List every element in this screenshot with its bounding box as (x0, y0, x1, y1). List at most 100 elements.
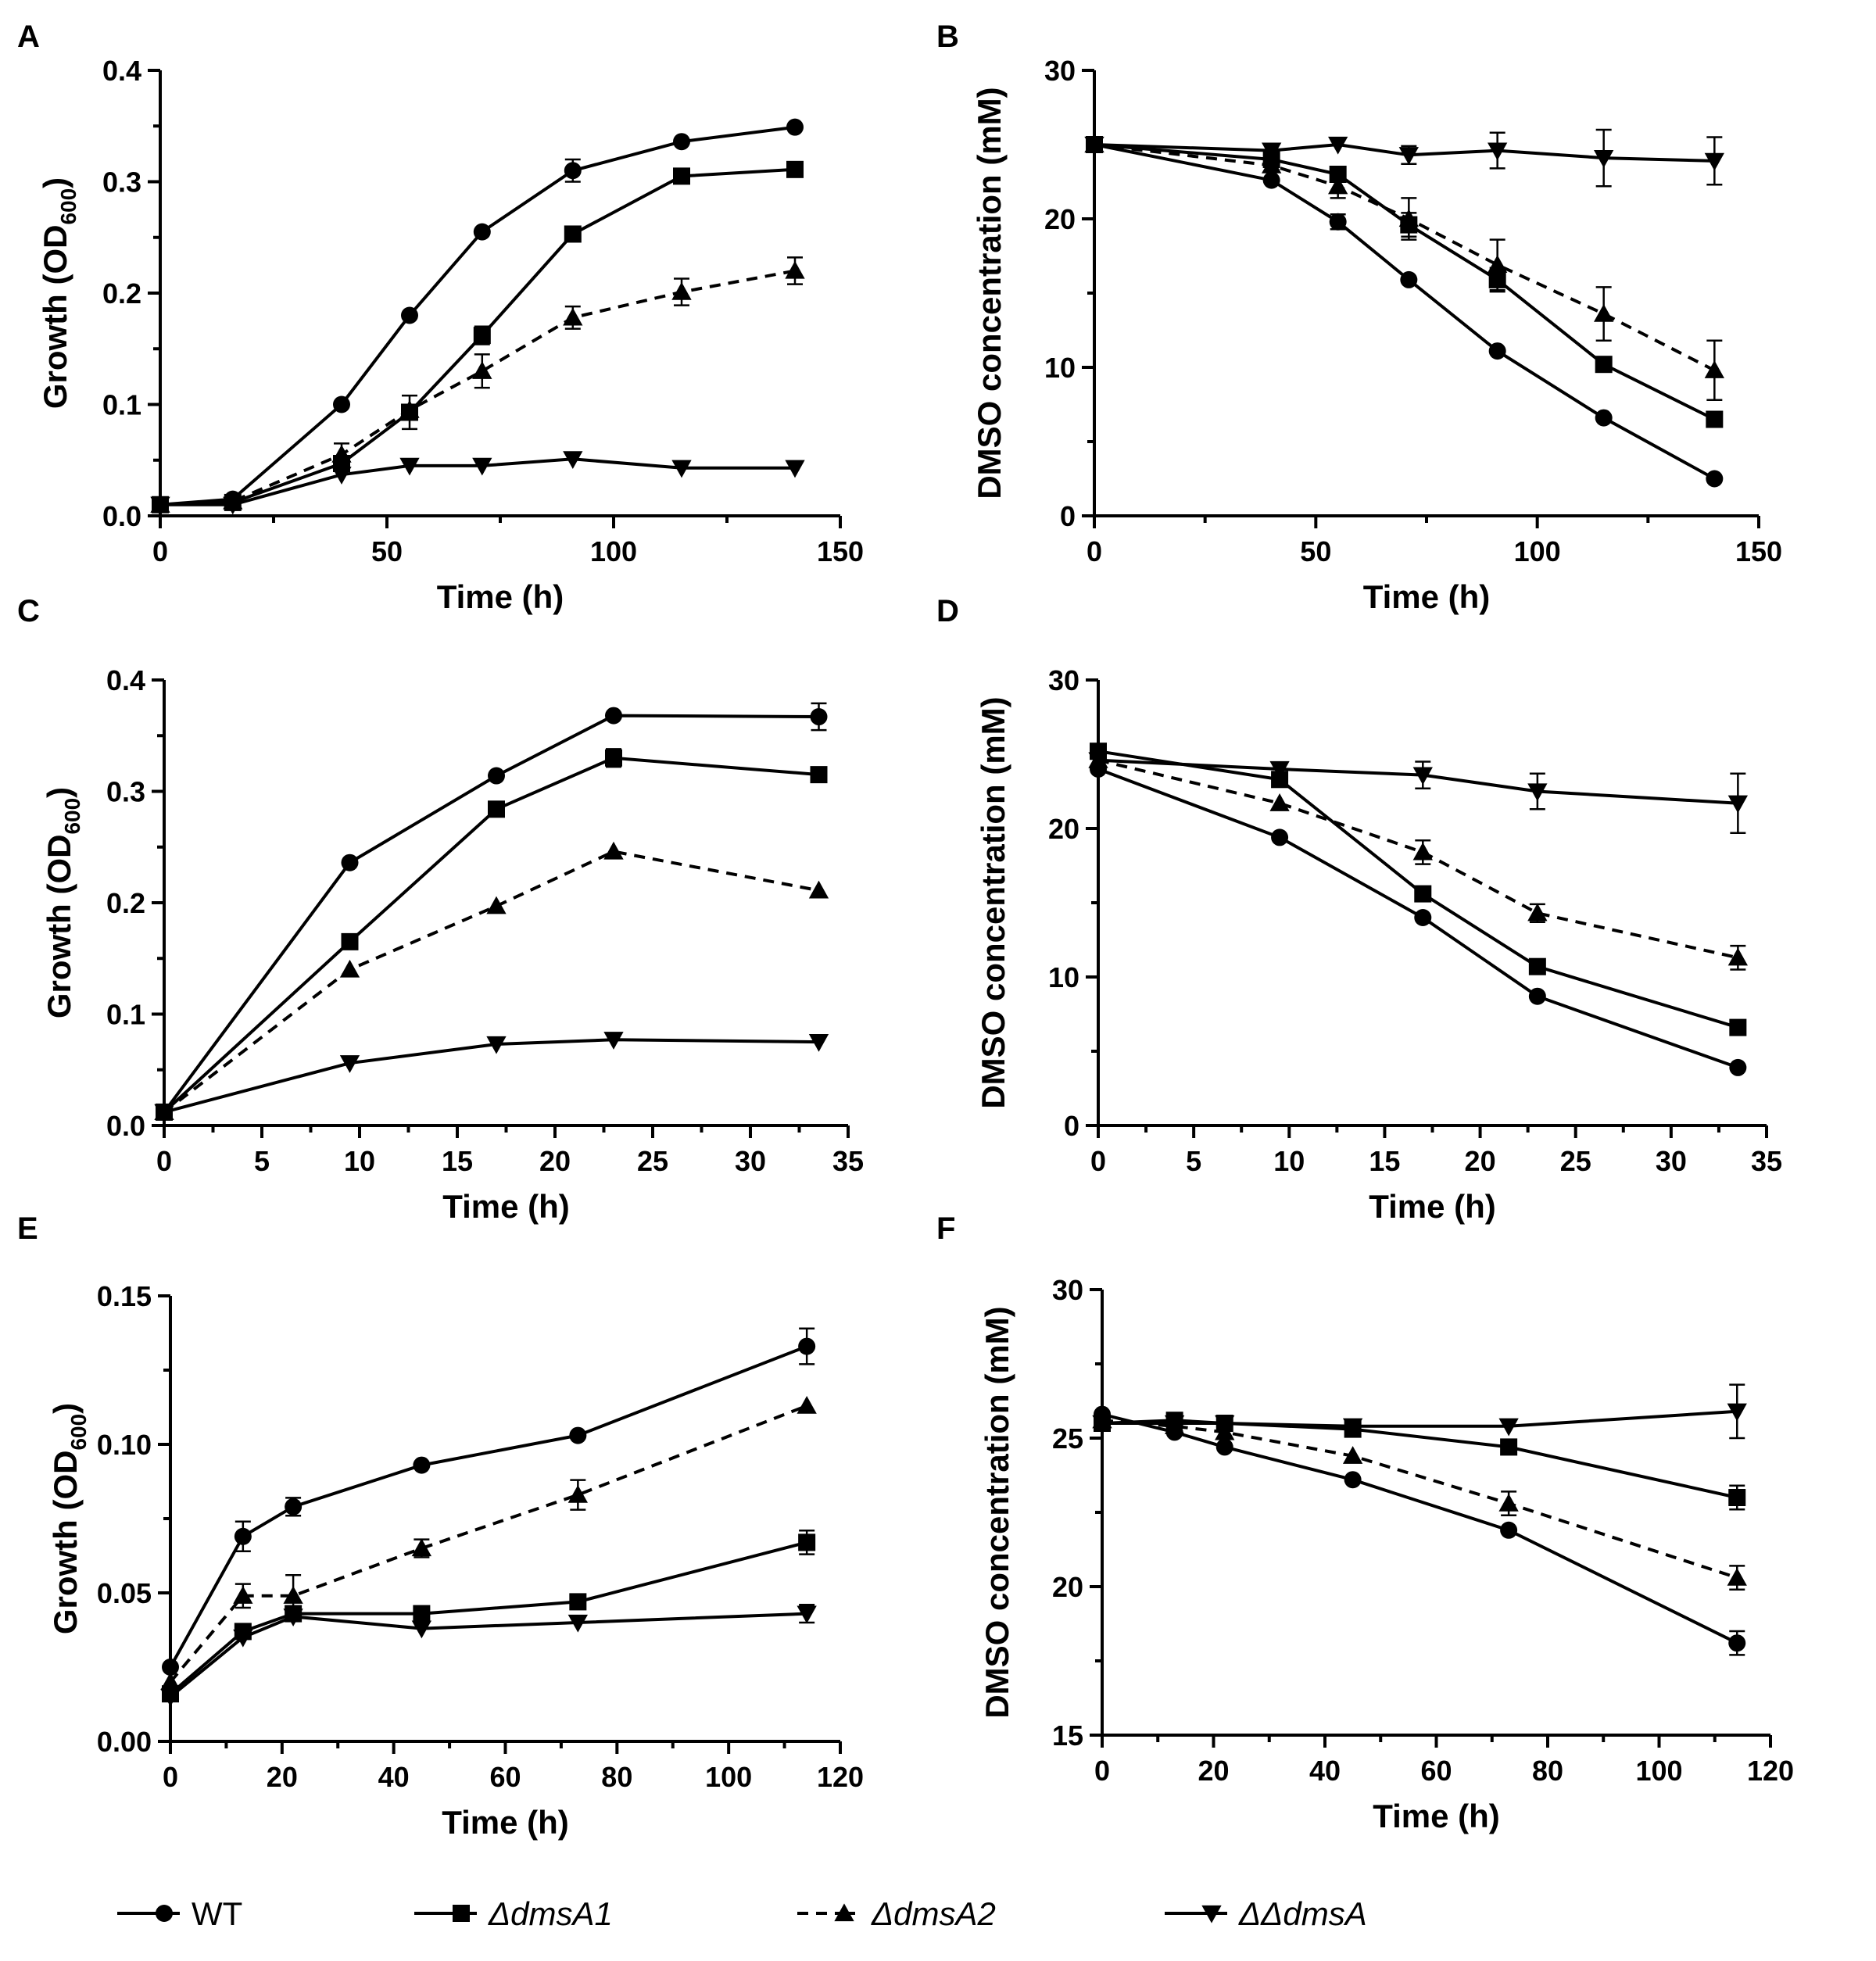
data-point-dd (160, 1688, 181, 1707)
y-tick-label: 20 (1044, 203, 1076, 235)
x-tick-label: 40 (1309, 1755, 1341, 1787)
data-point-dd (567, 1614, 588, 1633)
data-point-wt (234, 1527, 252, 1545)
x-tick-label: 10 (1273, 1145, 1305, 1177)
panel-label: F (936, 1211, 955, 1246)
x-tick-label: 20 (267, 1761, 298, 1793)
data-point-a2 (1412, 842, 1433, 861)
data-point-a1 (786, 160, 804, 178)
x-tick-label: 100 (705, 1761, 752, 1793)
data-point-wt (569, 1426, 587, 1444)
data-point-a2 (603, 841, 624, 860)
data-point-wt (798, 1337, 816, 1355)
data-point-a2 (1398, 209, 1419, 227)
data-point-wt (1400, 270, 1418, 288)
y-tick-label: 0.2 (106, 887, 145, 919)
x-tick-label: 20 (539, 1145, 571, 1177)
data-point-a1 (1500, 1438, 1518, 1456)
panel-label: C (17, 594, 40, 628)
legend-item-wt: WT (117, 1895, 242, 1932)
x-axis-label: Time (h) (1373, 1798, 1500, 1834)
series-wt (1086, 136, 1724, 488)
data-point-wt (1728, 1634, 1746, 1652)
data-point-wt (341, 853, 359, 871)
series-dd (1088, 752, 1749, 834)
data-point-dd (1398, 147, 1419, 165)
data-point-a2 (567, 1484, 588, 1503)
x-tick-label: 0 (163, 1761, 178, 1793)
series-a1 (1090, 743, 1747, 1036)
data-point-a2 (1328, 176, 1348, 195)
y-axis-label-end: ) (47, 1403, 84, 1414)
panel-label: D (936, 594, 959, 628)
x-tick-label: 5 (254, 1145, 270, 1177)
y-tick-label: 30 (1052, 1274, 1083, 1306)
data-point-wt (1329, 213, 1347, 231)
series-line-a1 (169, 1541, 807, 1695)
data-point-dd (603, 1032, 624, 1050)
y-tick-label: 0 (1064, 1110, 1079, 1142)
data-point-dd (1262, 142, 1282, 161)
y-tick-label: 0.2 (102, 277, 141, 310)
data-point-dd (399, 457, 420, 476)
data-point-dd (785, 460, 805, 478)
series-line-a2 (163, 850, 819, 1114)
data-point-a2 (1594, 303, 1614, 322)
series-line-dd (1102, 1409, 1738, 1428)
y-axis-label-end: ) (41, 787, 77, 798)
data-point-dd (1215, 1415, 1235, 1433)
series-dd (160, 1603, 817, 1707)
data-point-a2 (233, 1586, 253, 1604)
series-a1 (156, 748, 828, 1121)
data-point-a2 (399, 399, 420, 418)
data-point-wt (605, 707, 622, 725)
x-tick-label: 20 (1198, 1755, 1229, 1787)
x-axis-label: Time (h) (442, 1188, 570, 1225)
panel-f: F 0 20 40 60 80 100 120 15 20 25 30 Time (h) DMSO con… (936, 1211, 1794, 1834)
data-point-a2 (808, 880, 829, 899)
series-line-a2 (169, 1404, 807, 1684)
x-tick-label: 35 (832, 1145, 864, 1177)
legend-label: ΔΔdmsA (1238, 1895, 1367, 1932)
y-tick-label: 20 (1052, 1571, 1083, 1603)
data-point-wt (1706, 470, 1724, 488)
data-point-dd (1704, 152, 1724, 171)
data-point-a2 (1269, 793, 1290, 811)
x-tick-label: 50 (1300, 535, 1331, 567)
y-axis-label-main: DMSO concentration (mM) (979, 1306, 1015, 1718)
data-point-dd (233, 1629, 253, 1648)
data-point-wt (1414, 909, 1432, 926)
data-point-a2 (1488, 255, 1508, 274)
data-point-wt (488, 767, 505, 785)
data-point-dd (1092, 1415, 1112, 1433)
data-point-a1 (1414, 885, 1432, 903)
x-tick-label: 40 (378, 1761, 410, 1793)
panel-b: B 0 50 100 150 0 10 20 30 Time (h) DMSO concentrat… (936, 20, 1782, 615)
y-tick-label: 0.00 (97, 1726, 152, 1758)
data-point-a1 (564, 225, 582, 243)
series-line-dd (169, 1612, 807, 1698)
data-point-wt (413, 1456, 431, 1474)
data-point-wt (1500, 1521, 1518, 1539)
y-axis-label: DMSO concentration (mM) (975, 696, 1011, 1108)
data-point-a1 (341, 932, 359, 950)
x-tick-label: 0 (156, 1145, 172, 1177)
data-point-dd (808, 1034, 829, 1052)
y-tick-label: 0.3 (102, 166, 141, 199)
y-tick-label: 25 (1052, 1422, 1083, 1455)
x-tick-label: 10 (344, 1145, 375, 1177)
y-tick-label: 0.4 (102, 55, 141, 87)
x-tick-label: 120 (817, 1761, 864, 1793)
data-point-dd (339, 1055, 360, 1073)
y-axis-label-sub: 600 (60, 798, 84, 835)
series-a2 (160, 1395, 817, 1691)
y-tick-label: 0.15 (97, 1280, 152, 1312)
data-point-dd (472, 457, 492, 476)
x-tick-label: 80 (601, 1761, 632, 1793)
series-line-a1 (159, 167, 796, 506)
x-axis-label: Time (h) (1363, 578, 1491, 615)
data-point-dd (223, 496, 243, 515)
data-point-wt (1595, 409, 1613, 427)
data-point-dd (1527, 783, 1548, 802)
data-point-a2 (1262, 155, 1282, 174)
